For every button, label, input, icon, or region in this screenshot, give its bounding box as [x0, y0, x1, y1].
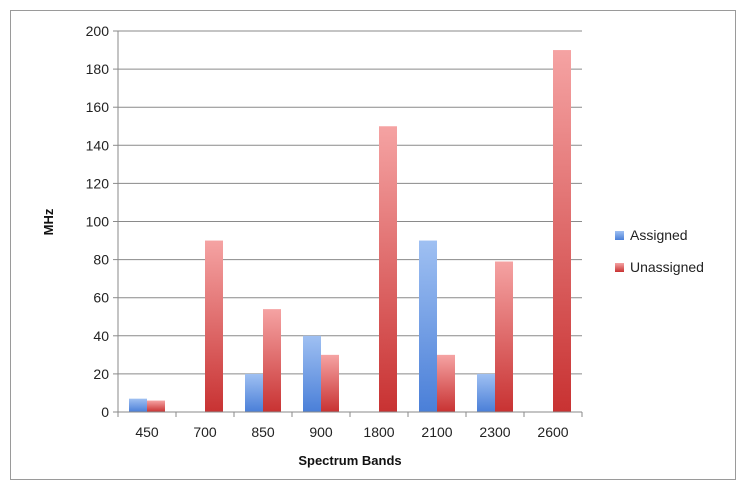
x-tick-label: 700 [193, 424, 217, 440]
y-tick-label: 40 [93, 328, 109, 344]
bar-unassigned-2600 [553, 50, 571, 413]
x-tick-label: 1800 [363, 424, 394, 440]
bar-unassigned-700 [205, 240, 223, 412]
y-tick-label: 60 [93, 290, 109, 306]
y-tick-label: 100 [86, 214, 110, 230]
x-tick-label: 2600 [537, 424, 568, 440]
bar-assigned-900 [303, 335, 321, 412]
y-tick-label: 200 [86, 23, 110, 39]
x-axis-title: Spectrum Bands [298, 453, 401, 468]
y-tick-label: 120 [86, 175, 110, 191]
x-tick-label: 450 [135, 424, 159, 440]
x-tick-label: 2300 [479, 424, 510, 440]
y-axis-title: MHz [41, 208, 56, 235]
bar-unassigned-450 [147, 400, 165, 412]
y-tick-label: 160 [86, 99, 110, 115]
x-tick-label: 2100 [421, 424, 452, 440]
x-tick-label: 850 [251, 424, 275, 440]
y-tick-label: 80 [93, 252, 109, 268]
bar-unassigned-2100 [437, 354, 455, 412]
y-tick-label: 140 [86, 137, 110, 153]
bar-assigned-2100 [419, 240, 437, 412]
bar-unassigned-2300 [495, 261, 513, 412]
x-tick-label: 900 [309, 424, 333, 440]
legend-label-unassigned: Unassigned [630, 259, 704, 275]
legend-swatch-assigned [615, 231, 624, 240]
axes: 0 20 40 60 80 100 120 140 160 180 200 450 700 850 900 1… [86, 23, 583, 440]
bar-unassigned-900 [321, 354, 339, 412]
bar-assigned-2300 [477, 373, 495, 412]
legend-label-assigned: Assigned [630, 227, 688, 243]
y-tick-label: 20 [93, 366, 109, 382]
bar-assigned-450 [129, 398, 147, 412]
y-tick-label: 0 [101, 404, 109, 420]
y-tick-label: 180 [86, 61, 110, 77]
legend: Assigned Unassigned [615, 227, 704, 275]
legend-swatch-unassigned [615, 263, 624, 272]
bar-unassigned-850 [263, 309, 281, 412]
bar-assigned-850 [245, 373, 263, 412]
bars [129, 50, 571, 413]
bar-unassigned-1800 [379, 126, 397, 412]
